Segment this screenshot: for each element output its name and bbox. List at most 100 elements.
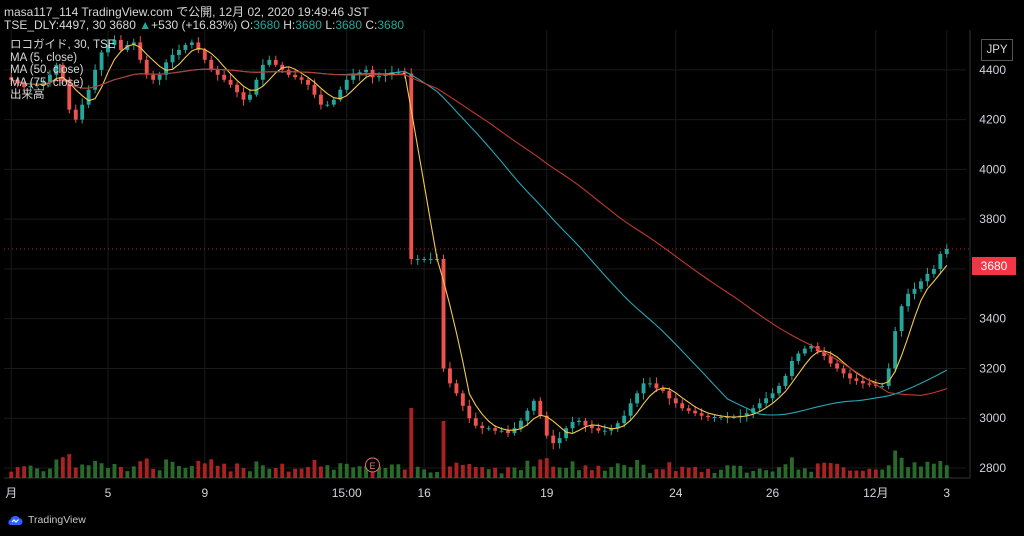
volume-bar xyxy=(899,457,904,478)
legend-volume[interactable]: 出来高 xyxy=(10,89,45,102)
candles xyxy=(9,35,949,450)
candle-body xyxy=(828,356,833,364)
candle-body xyxy=(125,44,130,50)
volume-bar xyxy=(622,465,627,478)
candle-body xyxy=(177,49,181,55)
volume-bar xyxy=(725,465,730,478)
candle-body xyxy=(809,346,814,349)
volume-bar xyxy=(712,473,717,478)
earnings-marker xyxy=(365,457,381,473)
candle-body xyxy=(209,59,214,70)
volume-bar xyxy=(873,469,878,478)
open-label: O: xyxy=(240,18,254,32)
candle-body xyxy=(506,430,510,434)
legend-ma50[interactable]: MA (50, close) xyxy=(10,64,84,77)
candle-body xyxy=(299,77,304,80)
volume-bar xyxy=(9,471,14,478)
candle-body xyxy=(577,420,581,422)
volume-bar xyxy=(499,473,504,478)
volume-bar xyxy=(699,471,704,478)
candle-body xyxy=(635,393,640,404)
candle-body xyxy=(144,59,149,75)
legend-title[interactable]: ロコガイド, 30, TSE xyxy=(10,39,116,51)
y-tick-label: 3800 xyxy=(979,212,1006,226)
volume-bar xyxy=(170,461,175,478)
volume-bar xyxy=(628,467,633,478)
volume-bar xyxy=(164,459,169,478)
tradingview-cloud-icon xyxy=(8,515,23,525)
volume-bar xyxy=(228,471,233,478)
volume-bar xyxy=(615,463,620,478)
candle-body xyxy=(789,360,794,376)
candle-body xyxy=(693,410,698,414)
candle-body xyxy=(486,428,491,430)
candle-body xyxy=(880,385,885,387)
candle-body xyxy=(557,438,562,444)
candle-body xyxy=(783,375,788,386)
volume-bar xyxy=(331,469,336,478)
x-tick-label: 月 xyxy=(5,486,17,500)
candle-body xyxy=(138,42,143,60)
candle-body xyxy=(202,49,207,60)
candle-body xyxy=(9,77,14,80)
volume-bar xyxy=(686,467,691,478)
candle-body xyxy=(589,425,594,429)
candle-body xyxy=(189,42,194,45)
currency-button[interactable]: JPY xyxy=(981,39,1013,61)
volume-bar xyxy=(764,470,769,478)
volume-bar xyxy=(286,471,291,478)
tradingview-logo[interactable]: TradingView xyxy=(6,514,86,526)
candle-body xyxy=(725,416,730,418)
candle-body xyxy=(757,403,762,409)
volume-bar xyxy=(854,470,859,478)
candle-body xyxy=(241,92,246,100)
candle-body xyxy=(499,430,504,432)
candle-body xyxy=(473,418,478,426)
volume-bar xyxy=(435,471,439,478)
candle-body xyxy=(331,99,336,105)
volume-bar xyxy=(248,471,252,478)
candle-body xyxy=(609,428,614,431)
candle-body xyxy=(519,420,523,429)
candle-body xyxy=(48,74,52,83)
volume-bar xyxy=(99,463,104,478)
last-price-tag: 3680 xyxy=(972,257,1016,275)
volume-bar xyxy=(667,462,672,478)
volume-bar xyxy=(719,469,723,478)
volume-bar xyxy=(744,472,749,478)
volume-bar xyxy=(222,463,227,478)
candle-body xyxy=(602,430,607,432)
candle-body xyxy=(770,393,775,399)
volume-bar xyxy=(880,469,885,478)
candle-body xyxy=(235,84,239,93)
volume-bar xyxy=(577,470,581,478)
candle-body xyxy=(615,423,620,429)
volume-bar xyxy=(318,466,323,478)
candle-body xyxy=(222,74,227,80)
candle-body xyxy=(364,69,369,73)
candle-body xyxy=(467,405,472,419)
indicator-legend: ロコガイド, 30, TSE MA (5, close) MA (50, clo… xyxy=(10,39,115,102)
x-tick-label: 3 xyxy=(943,486,950,500)
y-tick-label: 3400 xyxy=(979,312,1006,326)
candle-body xyxy=(118,39,123,50)
x-tick-label: 9 xyxy=(201,486,208,500)
candle-body xyxy=(544,415,549,436)
candle-body xyxy=(822,351,827,357)
volume-bar xyxy=(893,450,898,478)
legend-ma75[interactable]: MA (75, close) xyxy=(10,76,84,89)
volume-bar xyxy=(41,471,46,478)
volume-bar xyxy=(344,463,349,478)
volume-bar xyxy=(351,467,356,478)
x-tick-label: 24 xyxy=(669,486,683,500)
volume-bar xyxy=(867,468,872,478)
y-tick-label: 3000 xyxy=(979,411,1006,425)
candle-body xyxy=(448,368,452,384)
candle-body xyxy=(802,348,807,354)
legend-ma5[interactable]: MA (5, close) xyxy=(10,51,78,64)
markers: E xyxy=(4,248,970,473)
volume-bars xyxy=(9,408,949,478)
volume-bar xyxy=(635,459,640,478)
